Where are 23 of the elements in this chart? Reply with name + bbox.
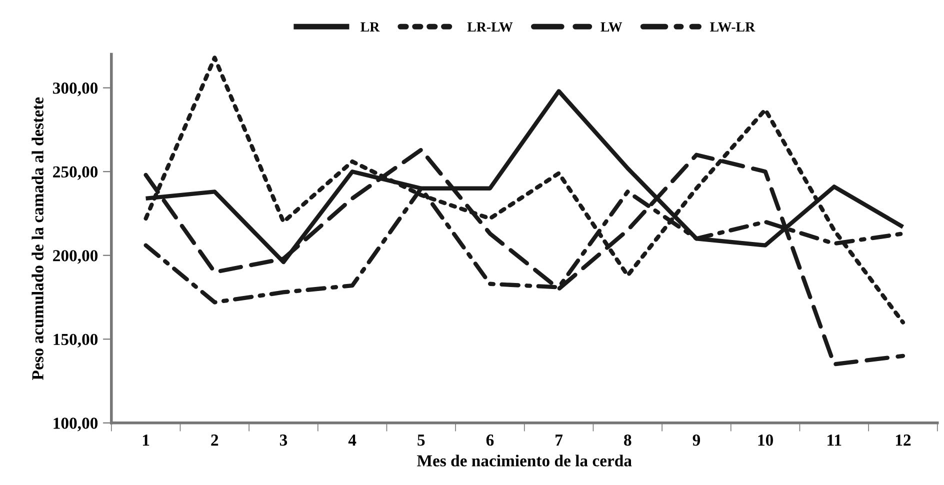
y-tick-label: 200,00 [53,250,98,264]
x-tick-label: 10 [758,434,774,446]
x-tick-label: 4 [348,434,356,446]
y-tick-label: 250,00 [53,166,98,180]
y-tick-label: 150,00 [54,334,98,348]
x-tick-label: 12 [896,434,911,446]
x-tick-label: 5 [418,434,425,446]
legend-label: LR [360,22,380,32]
y-axis-title: Peso acumulado de la camada al destete [32,97,44,380]
x-tick-label: 7 [556,434,563,446]
x-tick-label: 3 [280,434,288,446]
x-tick-label: 6 [486,434,494,446]
legend-label: LW [600,22,622,32]
y-tick-label: 300,00 [52,82,98,96]
legend-label: LW-LR [710,22,756,32]
x-tick-label: 2 [211,434,218,446]
x-tick-label: 11 [828,434,842,446]
legend-label: LR-LW [467,22,513,32]
x-axis-title: Mes de nacimiento de la cerda [417,454,632,466]
x-tick-label: 8 [624,434,632,446]
x-tick-label: 9 [692,434,700,446]
y-tick-label: 100,00 [54,418,98,432]
x-tick-label: 1 [142,434,150,446]
